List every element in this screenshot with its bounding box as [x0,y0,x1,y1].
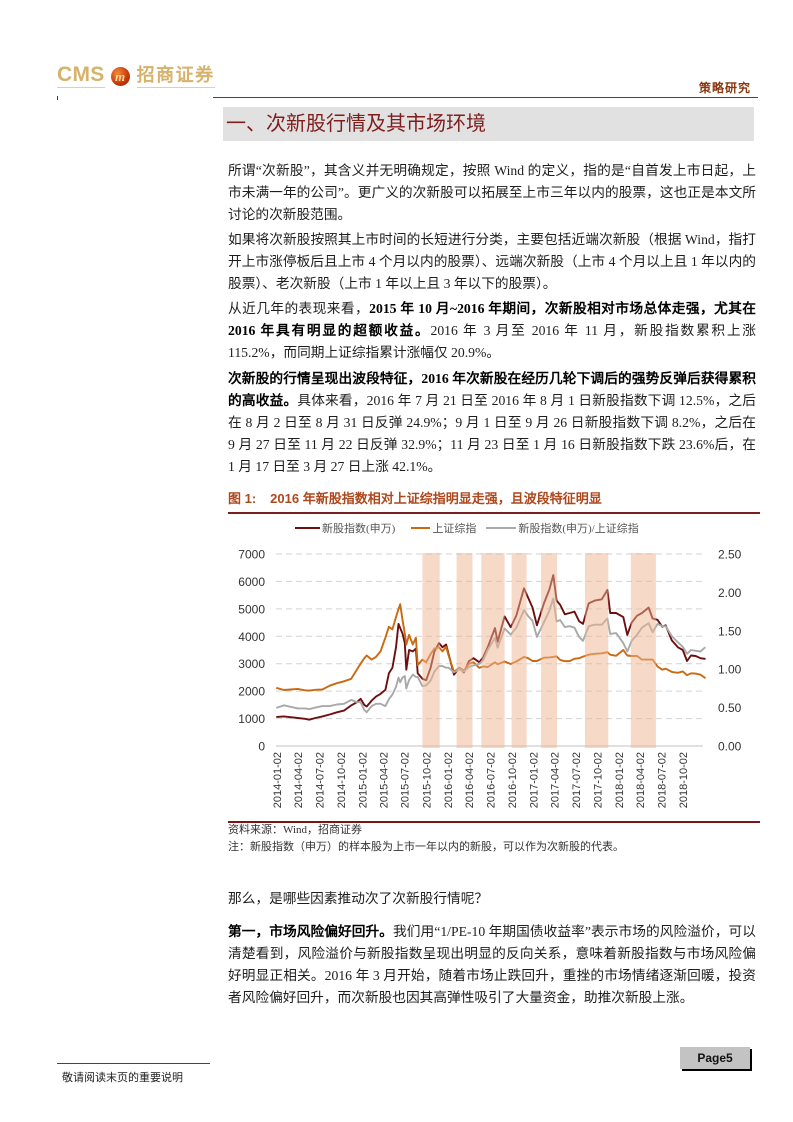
header-divider [213,97,758,99]
paragraph-highlight: 次新股的行情呈现出波段特征，2016 年次新股在经历几轮下调后的强势反弹后获得累… [228,371,756,408]
paragraph-risk-appetite: 第一，市场风险偏好回升。我们用“1/PE-10 年期国债收益率”表示市场的风险溢… [228,921,756,1009]
y-axis-right-tick-label: 1.00 [718,663,742,677]
x-axis-tick-label: 2014-04-02 [293,752,305,808]
x-axis-tick-label: 2018-07-02 [656,752,668,808]
x-axis-tick-label: 2014-07-02 [314,752,326,808]
legend-line-icon [486,527,517,529]
y-axis-right-tick-label: 2.00 [718,586,742,600]
paragraph-definition: 所谓“次新股”，其含义并无明确规定，按照 Wind 的定义，指的是“自首发上市日… [228,163,756,222]
legend-line-icon [295,527,320,529]
x-axis-tick-label: 2015-04-02 [378,752,390,808]
paragraph-performance: 从近几年的表现来看，2015 年 10 月~2016 年期间，次新股相对市场总体… [228,298,756,364]
figure-caption: 2016 年新股指数相对上证综指明显走强，且波段特征明显 [270,491,602,506]
shaded-period [456,553,473,748]
footer-divider [57,1063,210,1065]
paragraph-highlight: 第一，市场风险偏好回升。 [228,924,393,939]
x-axis-tick-label: 2017-10-02 [592,752,604,808]
figure-label: 图 1: [228,491,257,506]
legend-label: 新股指数(申万)/上证综指 [518,523,639,535]
x-axis-tick-label: 2017-04-02 [550,752,562,808]
legend-line-icon [411,527,431,529]
y-axis-left-tick-label: 2000 [238,685,265,699]
figure-title: 图 1: 2016 年新股指数相对上证综指明显走强，且波段特征明显 [228,490,602,508]
x-axis-tick-label: 2016-10-02 [507,752,519,808]
page-number-badge: Page5 [680,1047,750,1069]
figure-source-block: 资料来源：Wind，招商证券 注：新股指数（申万）的样本股为上市一年以内的新股，… [228,822,624,856]
legend-label: 新股指数(申万) [322,523,396,535]
x-axis-tick-label: 2014-10-02 [336,752,348,808]
y-axis-right-tick-label: 0.00 [718,740,742,754]
x-axis-tick-label: 2015-07-02 [400,752,412,808]
y-axis-left-tick-label: 7000 [238,548,265,562]
legend-label: 上证综指 [432,523,477,535]
x-axis-tick-label: 2016-04-02 [464,752,476,808]
figure-bottom-rule [228,821,760,823]
paragraph-question: 那么，是哪些因素推动次了次新股行情呢？ [228,891,489,906]
x-axis-tick-label: 2018-01-02 [614,752,626,808]
paragraph-lead: 从近几年的表现来看， [228,301,370,316]
x-axis-tick-label: 2014-01-02 [272,752,284,808]
paragraph-wave-pattern: 次新股的行情呈现出波段特征，2016 年次新股在经历几轮下调后的强势反弹后获得累… [228,368,756,478]
y-axis-right-tick-label: 1.50 [718,624,742,638]
shaded-period [584,553,609,748]
paragraph-highlight: 2015 年 10 月~2016 年期间，次新股相对市场总体走强，尤其在 201… [228,301,756,338]
y-axis-left-tick-label: 1000 [238,712,265,726]
x-axis-tick-label: 2018-10-02 [678,752,690,808]
shaded-period [511,553,527,748]
y-axis-left-tick-label: 6000 [238,575,265,589]
company-logo: CMS m 招商证券 [57,62,215,90]
chart-legend: 新股指数(申万) 上证综指 新股指数(申万)/上证综指 [295,520,639,536]
section-heading: 一、次新股行情及其市场环境 [223,107,754,141]
paragraph-classification: 如果将次新股按照其上市时间的长短进行分类，主要包括近端次新股（根据 Wind，指… [228,232,756,291]
x-axis-tick-label: 2015-01-02 [357,752,369,808]
legend-item-new-share-index: 新股指数(申万) [295,520,395,536]
x-axis-tick-label: 2015-10-02 [421,752,433,808]
y-axis-left-tick-label: 4000 [238,630,265,644]
logo-chinese-text: 招商证券 [136,64,215,88]
y-axis-left-tick-label: 3000 [238,657,265,671]
header-margin-mark [57,96,58,100]
legend-item-ratio: 新股指数(申万)/上证综指 [486,520,639,536]
footer-disclaimer: 敬请阅读末页的重要说明 [62,1072,183,1084]
y-axis-right-tick-label: 2.50 [718,548,742,562]
shaded-period [630,553,656,748]
x-axis-tick-label: 2016-01-02 [443,752,455,808]
y-axis-left-tick-label: 0 [258,740,265,754]
section-title: 一、次新股行情及其市场环境 [226,113,486,135]
figure-source: 资料来源：Wind，招商证券 [228,824,362,836]
shaded-period [541,553,557,748]
line-chart: 0 1000 2000 3000 4000 5000 6000 7000 0.00 0.50 1.0… [238,548,742,809]
figure-note: 注：新股指数（申万）的样本股为上市一年以内的新股，可以作为次新股的代表。 [228,841,624,853]
y-axis-left-tick-label: 5000 [238,602,265,616]
report-category: 策略研究 [699,81,752,95]
shaded-period [422,553,440,748]
figure-title-rule [228,512,760,514]
shaded-period [481,553,505,748]
x-axis-tick-label: 2016-07-02 [485,752,497,808]
legend-item-sse-composite: 上证综指 [411,520,476,536]
x-axis-tick-label: 2017-07-02 [571,752,583,808]
x-axis-tick-label: 2017-01-02 [528,752,540,808]
logo-latin-text: CMS [57,63,105,88]
y-axis-right-tick-label: 0.50 [718,701,742,715]
paragraph-text: 具体来看，2016 年 7 月 21 日至 2016 年 8 月 1 日新股指数… [228,393,756,474]
x-axis-tick-label: 2018-04-02 [635,752,647,808]
paragraph-text: 2016 年 3 月至 2016 年 11 月，新股指数累积上涨 115.2%，… [228,323,756,360]
cms-emblem-icon: m [110,66,130,86]
paragraph-text: 我们用“1/PE-10 年期国债收益率”表示市场的风险溢价，可以清楚看到，风险溢… [228,924,756,1005]
